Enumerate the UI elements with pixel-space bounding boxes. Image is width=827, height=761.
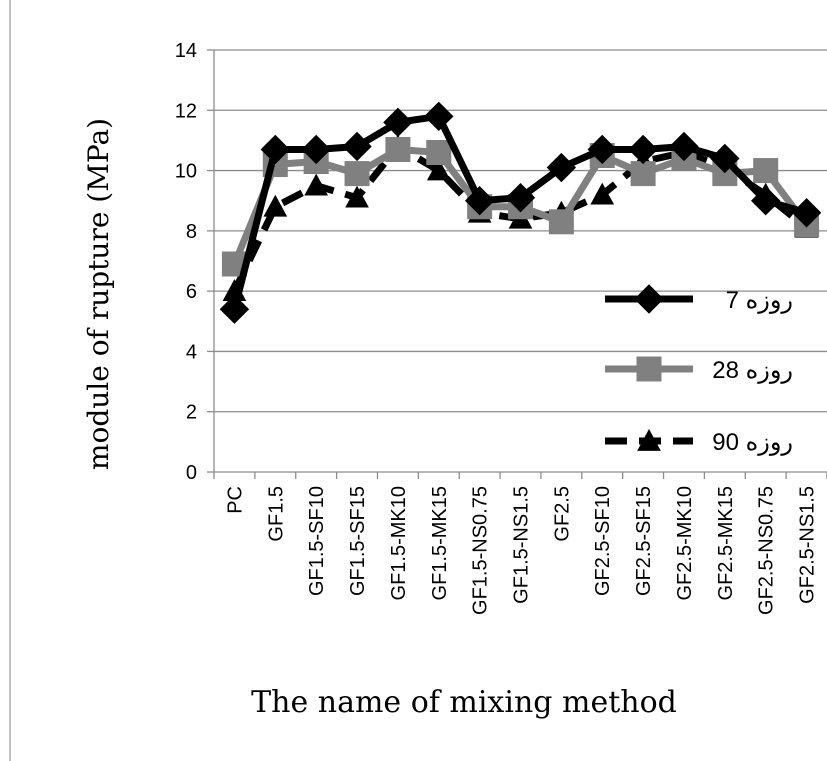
tick-labels: 0 2 4 6 8 10 12 14 PC GF1.5 GF1.5-SF10 GF1.5-SF15 GF… [175, 40, 819, 615]
y-tick-label: 4 [186, 341, 197, 363]
x-tick-label: GF1.5 [265, 486, 287, 542]
legend-entry-2: 90 روزه [605, 428, 793, 456]
y-tick-label: 2 [186, 402, 197, 424]
data-point [385, 136, 411, 162]
data-point [424, 101, 454, 132]
data-point [750, 186, 781, 216]
series-lines [219, 101, 822, 324]
series-0 [219, 101, 822, 324]
x-tick-label: PC [224, 486, 246, 514]
y-tick-label: 14 [175, 40, 197, 62]
data-point [260, 134, 291, 165]
data-point [753, 158, 779, 184]
data-point [710, 143, 740, 174]
legend-label: 7 روزه [726, 287, 793, 314]
data-point [304, 173, 329, 196]
axes [207, 49, 827, 479]
data-point [426, 139, 452, 165]
x-tick-label: GF2.5-MK15 [715, 486, 737, 600]
legend-marker [637, 428, 661, 451]
y-tick-label: 6 [186, 281, 197, 303]
legend-label: 90 روزه [712, 429, 793, 456]
data-point [630, 161, 656, 187]
data-point [791, 198, 822, 228]
data-point [301, 134, 331, 165]
x-tick-label: GF2.5 [551, 486, 573, 542]
data-point [263, 194, 288, 217]
legend-marker [636, 356, 662, 382]
data-point [628, 134, 658, 165]
data-point [669, 131, 699, 162]
legend-entry-0: 7 روزه [605, 284, 793, 314]
legend: 7 روزه 28 روزه 90 روزه [605, 284, 793, 456]
y-tick-label: 10 [175, 161, 197, 183]
x-tick-label: GF1.5-SF10 [306, 486, 328, 596]
x-tick-label: GF1.5-NS1.5 [511, 486, 533, 604]
x-tick-label: GF1.5-MK15 [429, 486, 451, 600]
x-tick-label: GF2.5-SF10 [592, 486, 614, 596]
data-point [219, 294, 250, 324]
data-point [548, 209, 574, 235]
data-point [505, 182, 536, 213]
data-point [587, 134, 617, 165]
x-tick-label: GF1.5-NS0.75 [470, 486, 492, 615]
legend-marker [634, 284, 664, 314]
legend-entry-1: 28 روزه [605, 356, 793, 384]
data-point [426, 158, 451, 181]
data-point [345, 185, 369, 208]
y-tick-label: 8 [186, 221, 197, 243]
data-point [344, 161, 370, 187]
x-axis-title: The name of mixing method [251, 685, 677, 720]
data-point [342, 131, 372, 162]
data-point [546, 152, 577, 183]
y-tick-label: 0 [186, 462, 197, 484]
x-tick-label: GF2.5-NS1.5 [797, 486, 819, 604]
data-point [590, 182, 615, 205]
y-axis-title: module of rupture (MPa) [82, 118, 115, 470]
x-tick-label: GF2.5-NS0.75 [756, 486, 778, 615]
x-tick-label: GF2.5-SF15 [633, 486, 655, 596]
data-point [383, 107, 413, 138]
legend-label: 28 روزه [712, 357, 793, 384]
x-tick-label: GF1.5-MK10 [388, 486, 410, 600]
x-tick-label: GF2.5-MK10 [674, 486, 696, 600]
x-tick-label: GF1.5-SF15 [347, 486, 369, 596]
y-tick-label: 12 [175, 100, 197, 122]
data-point [464, 186, 495, 216]
